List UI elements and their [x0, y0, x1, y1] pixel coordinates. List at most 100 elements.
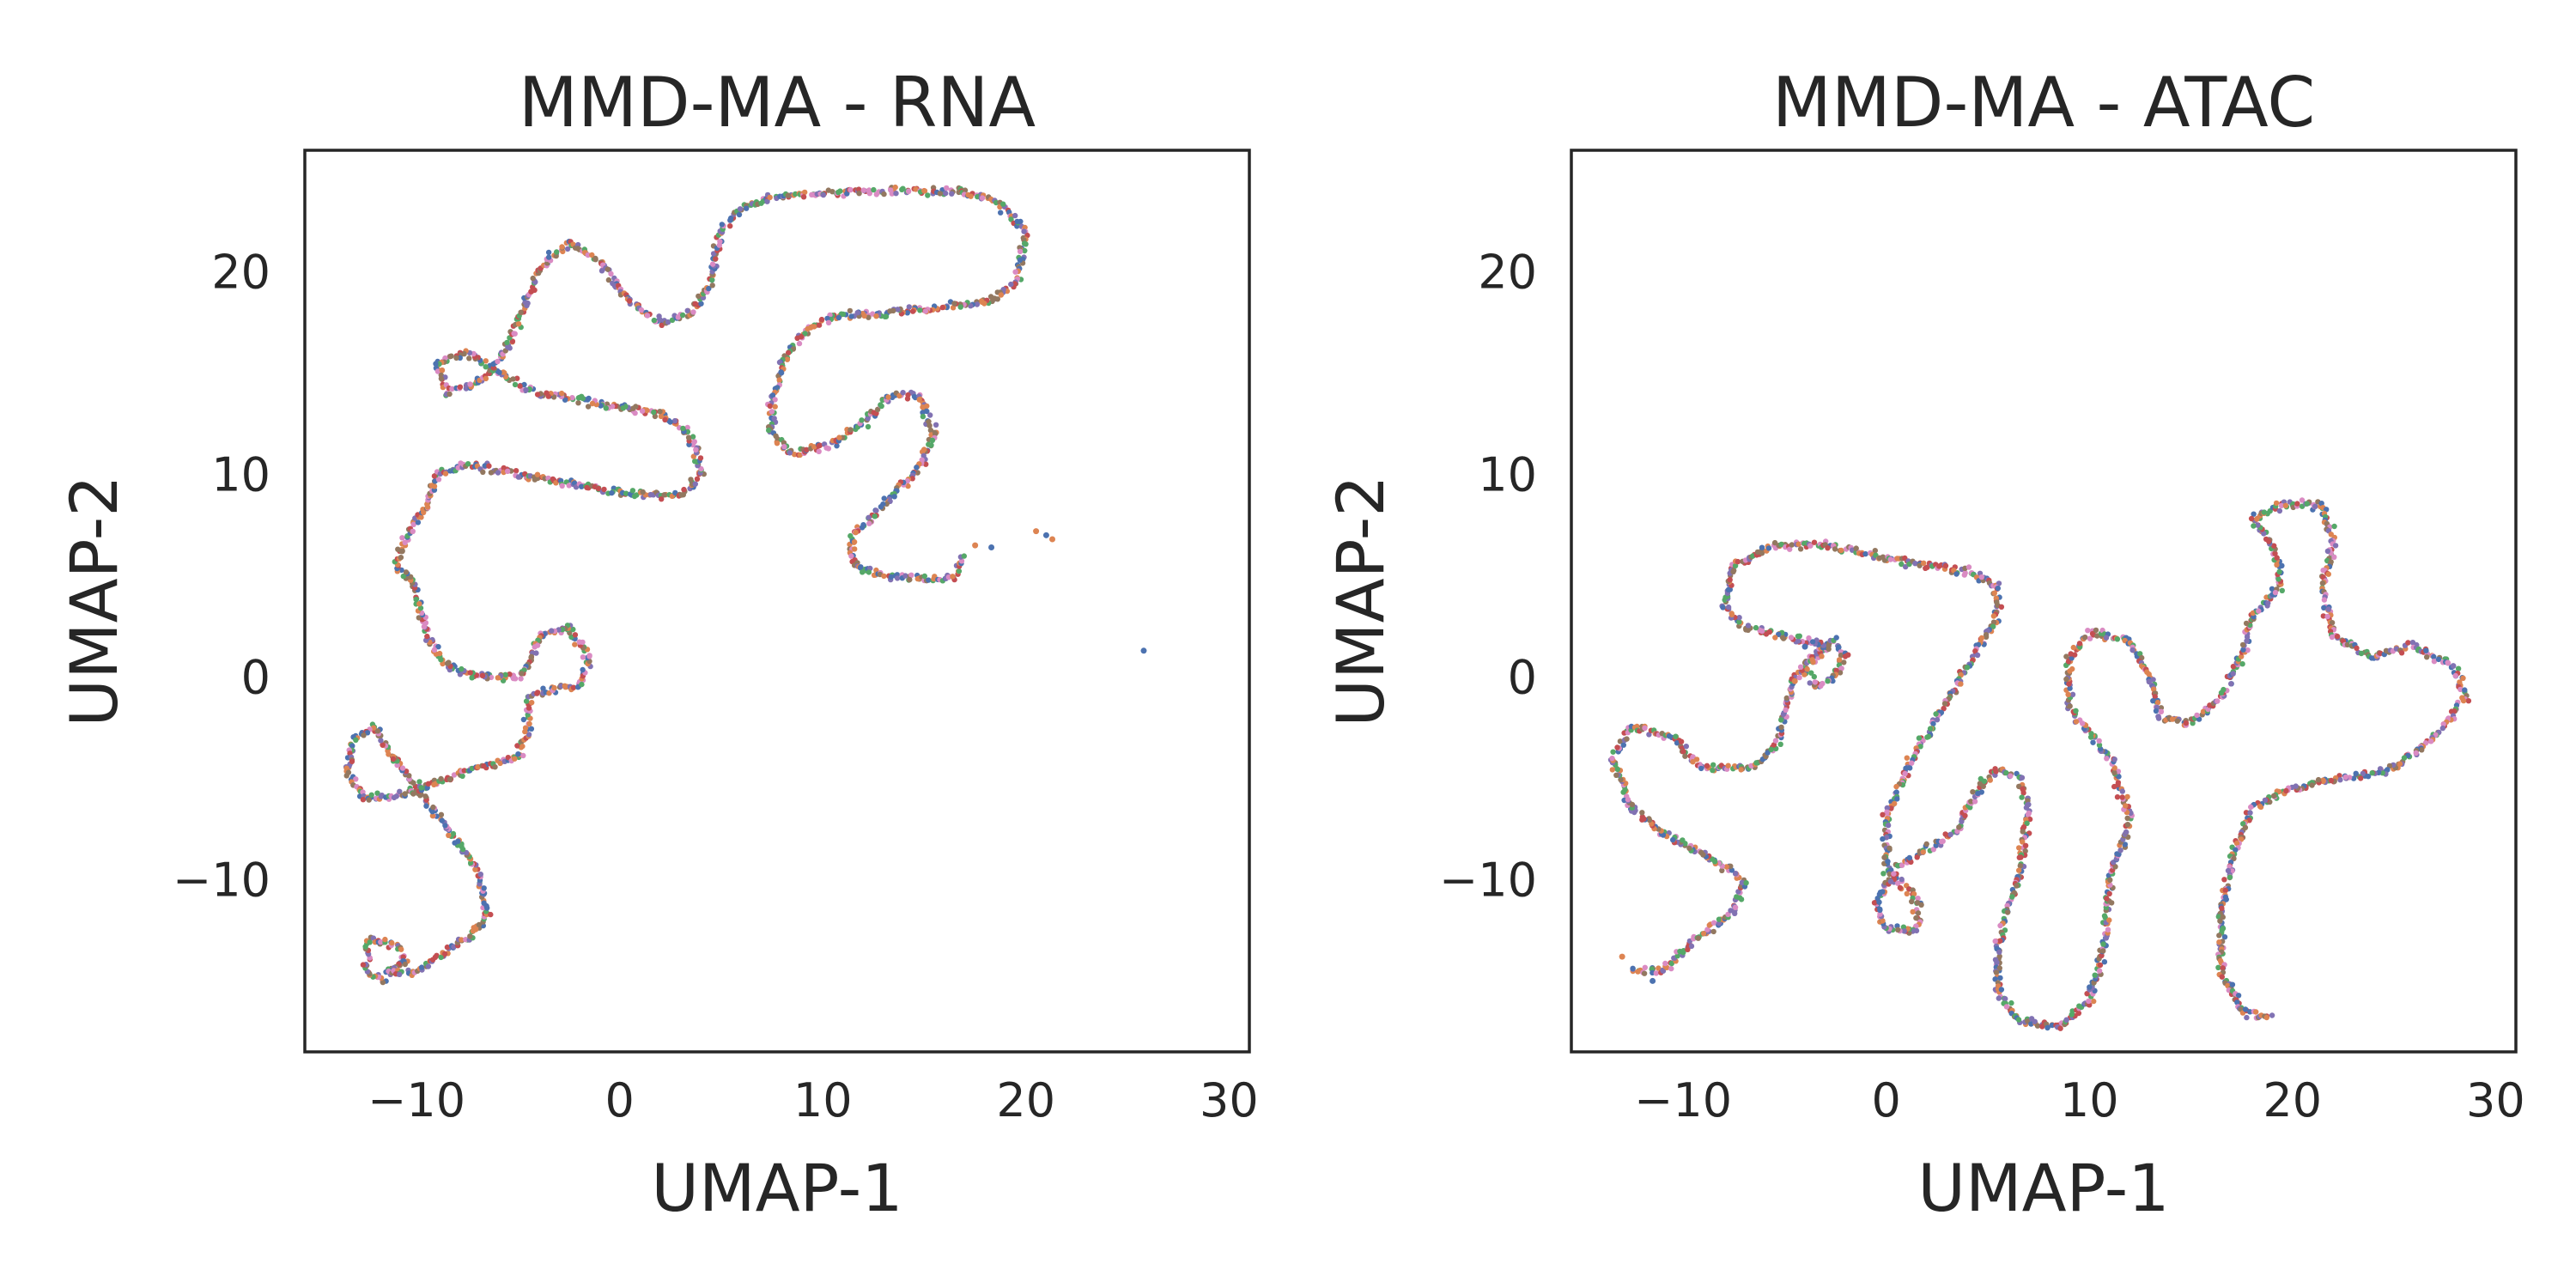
data-point: [926, 577, 932, 583]
data-point: [820, 191, 827, 198]
data-point: [495, 358, 501, 365]
data-point: [1693, 756, 1700, 762]
data-point: [957, 304, 963, 310]
data-point: [987, 294, 994, 300]
data-point: [1012, 212, 1018, 219]
data-point: [888, 574, 895, 580]
data-point: [481, 885, 487, 891]
data-point: [416, 779, 422, 785]
data-point: [1998, 604, 2005, 610]
data-point: [1941, 705, 1947, 712]
data-point: [866, 514, 872, 520]
data-point: [534, 690, 540, 696]
data-point: [834, 443, 840, 449]
data-point: [1788, 635, 1795, 641]
data-point: [1907, 765, 1913, 771]
data-point: [1610, 749, 1616, 755]
data-point: [2219, 974, 2225, 980]
data-point: [825, 446, 832, 452]
data-point: [1772, 635, 1778, 641]
data-point: [2124, 793, 2130, 800]
data-point: [2222, 887, 2228, 894]
data-point: [924, 408, 930, 415]
data-point: [1670, 836, 1676, 843]
data-point: [1704, 927, 1710, 933]
data-point: [399, 535, 405, 541]
outlier-point: [1042, 532, 1049, 538]
data-point: [425, 963, 432, 969]
data-point: [1978, 635, 1985, 641]
data-point: [2020, 829, 2026, 835]
data-point: [1996, 949, 2002, 956]
data-point: [1990, 619, 1997, 625]
data-point: [2455, 665, 2462, 671]
data-point: [950, 305, 957, 311]
data-point: [866, 569, 872, 575]
data-point: [2405, 640, 2411, 646]
data-point: [1008, 216, 1014, 222]
data-point: [530, 275, 536, 282]
data-point: [2401, 755, 2408, 761]
rna-panel: MMD-MA - RNA −10 0 10 20 30 −10 0 10 20 UMAP-1 UMAP…: [56, 63, 1259, 1226]
data-point: [1825, 545, 1831, 551]
outlier-point: [1619, 953, 1625, 960]
data-point: [866, 520, 872, 526]
data-point: [601, 486, 607, 493]
data-point: [1832, 546, 1838, 552]
data-point: [476, 921, 483, 928]
data-point: [2103, 635, 2110, 641]
data-point: [2153, 708, 2160, 714]
data-point: [586, 653, 592, 659]
data-point: [2282, 502, 2289, 508]
data-point: [1734, 894, 1740, 900]
data-point: [713, 256, 719, 262]
data-point: [495, 470, 501, 476]
data-point: [881, 573, 887, 580]
data-point: [576, 639, 582, 645]
data-point: [534, 392, 541, 398]
data-point: [931, 575, 937, 582]
data-point: [558, 390, 565, 397]
data-point: [2105, 927, 2111, 933]
data-point: [480, 922, 486, 929]
data-point: [1690, 759, 1696, 765]
data-point: [766, 427, 772, 434]
data-point: [378, 939, 384, 945]
data-point: [1771, 742, 1777, 748]
data-point: [434, 368, 441, 374]
data-point: [950, 574, 956, 580]
x-tick-label: −10: [1634, 1073, 1732, 1127]
x-tick-label: 30: [2466, 1073, 2525, 1127]
outlier-point: [1140, 647, 1147, 654]
data-point: [1811, 673, 1817, 680]
data-point: [564, 246, 571, 252]
data-point: [1915, 910, 1922, 916]
data-point: [2106, 917, 2112, 923]
data-point: [492, 764, 498, 770]
data-point: [451, 772, 458, 778]
data-point: [916, 397, 922, 403]
data-point: [1913, 914, 1919, 921]
data-point: [512, 381, 519, 388]
data-point: [2269, 1012, 2275, 1018]
data-point: [796, 340, 803, 347]
data-point: [2221, 686, 2227, 693]
data-point: [859, 417, 865, 423]
data-point: [769, 392, 776, 398]
data-point: [1801, 671, 1807, 677]
data-point: [1877, 911, 1883, 917]
data-point: [909, 308, 916, 314]
data-point: [778, 370, 785, 376]
data-point: [1783, 707, 1789, 713]
data-point: [439, 367, 446, 374]
data-point: [466, 355, 472, 361]
data-point: [390, 756, 397, 762]
data-point: [998, 292, 1005, 298]
data-point: [512, 756, 518, 762]
data-point: [629, 488, 636, 494]
data-point: [2114, 794, 2121, 800]
data-point: [873, 507, 879, 513]
data-point: [410, 791, 416, 797]
data-point: [797, 452, 803, 459]
